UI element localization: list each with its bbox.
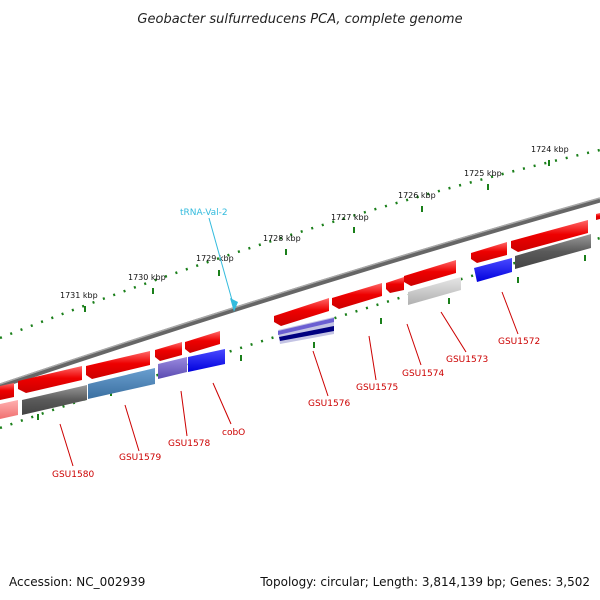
- kbp-label: 1729 kbp: [196, 254, 234, 263]
- annotation-box: [474, 258, 512, 282]
- gene-label: GSU1579: [119, 453, 161, 463]
- annotation-box: [88, 368, 155, 399]
- gene-arrow: [386, 277, 404, 293]
- major-tick: [487, 184, 489, 190]
- genome-backbone: [0, 197, 600, 389]
- gene-arrow: [404, 260, 456, 286]
- annotation-box: [188, 349, 225, 372]
- major-tick: [285, 249, 287, 255]
- accession-text: Accession: NC_002939: [9, 575, 145, 589]
- annotation-boxes: [0, 234, 591, 419]
- kbp-label: 1726 kbp: [398, 191, 436, 200]
- gene-arrow: [155, 342, 182, 361]
- inner-tick: [380, 318, 382, 324]
- gene-label: GSU1572: [498, 337, 540, 347]
- leader-line: [440, 311, 467, 353]
- gene-arrow: [0, 383, 14, 400]
- gene-arrow: [471, 242, 507, 263]
- leader-line: [212, 382, 232, 425]
- major-tick: [421, 206, 423, 212]
- gene-label: GSU1576: [308, 399, 350, 409]
- annotation-box: [408, 277, 461, 305]
- annotation-box: [158, 357, 187, 379]
- trna-label: tRNA-Val-2: [180, 208, 228, 218]
- gene-label: cobO: [222, 428, 245, 438]
- gene-arrow: [86, 351, 150, 379]
- kbp-label: 1727 kbp: [331, 213, 369, 222]
- kbp-label: 1728 kbp: [263, 234, 301, 243]
- kbp-label: 1730 kbp: [128, 273, 166, 282]
- annotation-box: [278, 318, 334, 335]
- forward-strand-genes: [0, 213, 600, 400]
- leader-line: [368, 335, 377, 381]
- gene-arrow: [274, 298, 329, 326]
- inner-tick: [448, 298, 450, 304]
- inner-tick: [584, 255, 586, 261]
- inner-tick: [37, 414, 39, 420]
- kbp-label: 1724 kbp: [531, 145, 569, 154]
- gene-label: GSU1573: [446, 355, 488, 365]
- kbp-label: 1731 kbp: [60, 291, 98, 300]
- gene-arrow: [18, 366, 82, 393]
- genome-backbone-highlight: [0, 197, 600, 385]
- gene-labels: GSU1572 GSU1573 GSU1574 GSU1575 GSU1576 …: [52, 337, 540, 480]
- leader-line: [124, 404, 140, 452]
- gene-label: GSU1580: [52, 470, 94, 480]
- trna-leader-line: [208, 217, 233, 301]
- gene-arrow: [511, 220, 588, 252]
- major-tick: [353, 227, 355, 233]
- annotation-box: [0, 400, 18, 419]
- gene-label: GSU1574: [402, 369, 444, 379]
- leader-line: [501, 291, 519, 335]
- major-tick: [84, 306, 86, 312]
- annotation-box: [22, 385, 87, 415]
- major-tick: [218, 270, 220, 276]
- leader-line: [180, 390, 188, 437]
- gene-arrow: [185, 331, 220, 353]
- annotation-box: [279, 326, 334, 341]
- major-tick: [548, 160, 550, 166]
- inner-tick: [313, 342, 315, 348]
- map-title: Geobacter sulfurreducens PCA, complete g…: [137, 12, 462, 27]
- trna-marker: [230, 298, 238, 312]
- gene-leader-lines: [59, 291, 519, 467]
- annotation-box: [515, 234, 591, 269]
- leader-line: [59, 423, 74, 467]
- gene-label: GSU1575: [356, 383, 398, 393]
- leader-line: [312, 350, 329, 397]
- genome-summary-text: Topology: circular; Length: 3,814,139 bp…: [259, 575, 590, 589]
- major-tick: [152, 288, 154, 294]
- inner-tick: [517, 277, 519, 283]
- gene-arrow: [596, 213, 600, 220]
- leader-line: [406, 323, 422, 366]
- gene-label: GSU1578: [168, 439, 210, 449]
- kbp-label: 1725 kbp: [464, 169, 502, 178]
- scale-labels: 1724 kbp 1725 kbp 1726 kbp 1727 kbp 1728…: [60, 145, 569, 312]
- gene-arrow: [332, 283, 382, 309]
- inner-tick: [240, 355, 242, 361]
